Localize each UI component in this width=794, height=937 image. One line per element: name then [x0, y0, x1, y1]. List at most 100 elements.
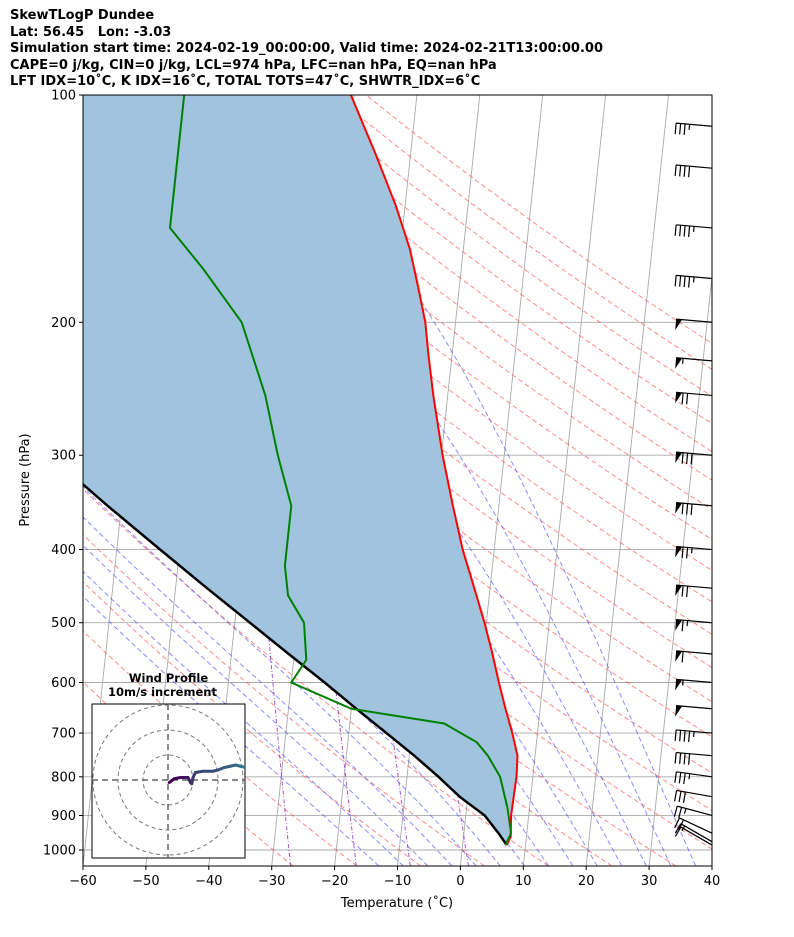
- wind-barb-full: [674, 164, 677, 177]
- dry-adiabat: [235, 95, 712, 453]
- wind-barb-full: [673, 805, 678, 817]
- wind-barb-full: [678, 819, 684, 831]
- isotherm-line: [775, 95, 794, 866]
- chart-header: SkewTLogP Dundee Lat: 56.45 Lon: -3.03 Sim…: [10, 8, 603, 91]
- y-axis-label: Pressure (hPa): [18, 433, 33, 526]
- x-tick-label: 0: [456, 874, 464, 889]
- wind-barb-shaft: [676, 164, 713, 169]
- wind-barb-flag: [675, 705, 683, 717]
- mixing-ratio-line: [267, 622, 292, 866]
- y-tick-label: 800: [51, 770, 76, 785]
- wind-barb-full: [674, 275, 677, 287]
- wind-barb: [675, 502, 713, 516]
- temperature-line: [349, 95, 519, 846]
- wind-barb: [675, 618, 713, 632]
- moist-adiabat: [256, 95, 697, 866]
- wind-barb: [675, 451, 713, 465]
- wind-barb-shaft: [676, 751, 713, 757]
- inset-title: Wind Profile: [129, 671, 209, 685]
- y-tick-label: 900: [51, 809, 76, 824]
- dry-adiabat: [83, 488, 549, 866]
- wind-barb-shaft: [676, 545, 713, 551]
- wind-barb-full: [674, 823, 682, 834]
- wind-barb-shaft: [676, 391, 713, 397]
- wind-barb-full: [681, 620, 684, 632]
- wind-barb-full: [690, 503, 693, 516]
- wind-barb-full: [688, 225, 691, 237]
- wind-barb-full: [683, 753, 686, 765]
- wind-barb-full: [690, 453, 693, 465]
- wind-barb-full: [681, 546, 684, 559]
- wind-barb: [675, 650, 713, 663]
- wind-barb-full: [674, 224, 677, 236]
- y-tick-label: 600: [51, 676, 76, 691]
- wind-barb: [674, 789, 713, 803]
- wind-barb-full: [688, 276, 691, 288]
- wind-barb: [674, 274, 713, 288]
- wind-barb-full: [682, 791, 687, 803]
- wind-barb-full: [681, 651, 684, 663]
- wind-barb-flag: [675, 585, 683, 596]
- wind-barb-full: [674, 790, 678, 802]
- wind-barb-shaft: [680, 826, 713, 846]
- y-tick-label: 400: [51, 543, 76, 558]
- x-tick-label: 10: [515, 874, 532, 889]
- wind-barb: [675, 584, 713, 598]
- wind-barb-full: [683, 225, 686, 237]
- wind-barb: [674, 164, 713, 178]
- moist-adiabat: [83, 485, 477, 866]
- wind-barb: [675, 357, 713, 369]
- x-tick-label: −30: [258, 874, 285, 889]
- cin-cape-shading: [83, 95, 518, 845]
- wind-barb-full: [674, 752, 677, 764]
- wind-barb-flag: [675, 546, 683, 558]
- x-tick-label: −50: [132, 874, 159, 889]
- wind-barb-full: [686, 453, 689, 465]
- dry-adiabat: [105, 95, 712, 571]
- wind-barb-flag: [675, 452, 683, 464]
- indices-line-2: LFT IDX=10˚C, K IDX=16˚C, TOTAL TOTS=47˚…: [10, 74, 481, 89]
- x-tick-label: −20: [321, 874, 348, 889]
- wind-barb-full: [678, 772, 682, 784]
- wind-barb-flag: [675, 392, 683, 404]
- isotherm-line: [648, 272, 712, 866]
- wind-barb-full: [678, 807, 683, 819]
- wind-barb-full: [681, 503, 684, 515]
- wind-barb-full: [688, 753, 691, 765]
- wind-barb-shaft: [676, 705, 713, 710]
- time-line: Simulation start time: 2024-02-19_00:00:…: [10, 41, 603, 56]
- data-layer: [83, 95, 519, 846]
- y-tick-label: 700: [51, 727, 76, 742]
- y-tick-label: 300: [51, 449, 76, 464]
- wind-barb-full: [686, 393, 689, 405]
- wind-barbs: [673, 122, 713, 846]
- wind-barb-full: [683, 276, 686, 288]
- wind-barb-full: [683, 123, 686, 135]
- wind-barb: [675, 545, 713, 559]
- wind-barb-shaft: [676, 584, 713, 589]
- hodograph-segment: [239, 764, 245, 769]
- x-axis-label: Temperature (˚C): [340, 895, 453, 911]
- wind-barb-shaft: [680, 823, 713, 843]
- dry-adiabat: [137, 95, 712, 541]
- wind-barb: [673, 805, 713, 819]
- wind-barb-full: [681, 392, 684, 404]
- wind-barb-full: [674, 123, 677, 135]
- y-tick-label: 200: [51, 316, 76, 331]
- isotherm-line: [711, 861, 712, 866]
- wind-barb-full: [679, 165, 682, 177]
- wind-barb: [674, 826, 713, 846]
- moist-adiabat: [83, 516, 453, 866]
- wind-barb-full: [688, 731, 691, 743]
- wind-barb: [675, 391, 713, 405]
- wind-barb: [674, 771, 713, 785]
- wind-barb-full: [683, 165, 686, 177]
- inset-plot: [92, 704, 245, 858]
- wind-barb-shaft: [679, 817, 713, 834]
- indices-line-1: CAPE=0 j/kg, CIN=0 j/kg, LCL=974 hPa, LF…: [10, 57, 497, 73]
- wind-barb-full: [674, 771, 677, 783]
- y-tick-label: 500: [51, 616, 76, 631]
- wind-barb-shaft: [676, 650, 713, 655]
- wind-barb-shaft: [677, 805, 713, 817]
